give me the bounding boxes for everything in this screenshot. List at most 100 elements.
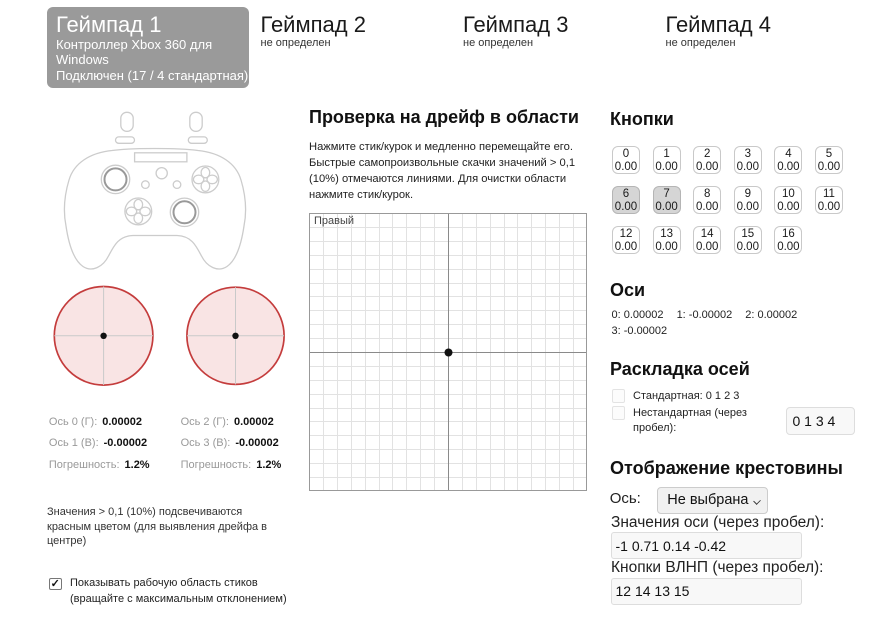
workarea-checkbox-row: ✓ Показывать рабочую область стиков (вра… [49, 575, 294, 607]
workarea-checkbox[interactable]: ✓ [49, 577, 62, 591]
button-index: 9 [744, 187, 751, 200]
left-stick-axis-values: Ось 0 (Г): 0.00002 Ось 1 (В): -0.00002 Пог… [49, 412, 150, 476]
button-value: 0.00 [655, 160, 678, 173]
dpad-axis-values-input[interactable] [610, 532, 802, 559]
workarea-checkbox-label[interactable]: Показывать рабочую область стиков (враща… [70, 577, 287, 605]
button-value: 0.00 [817, 160, 841, 173]
button-indicator-5: 5 0.00 [815, 145, 843, 174]
axis-value: 1: -0.00002 [676, 309, 733, 321]
tab-gamepad-2[interactable]: Геймпад 2 не определен [261, 12, 457, 50]
axis-row: Погрешность: 1.2% [48, 458, 150, 471]
button-indicator-12: 12 0.00 [612, 225, 640, 255]
axis-row: Ось 1 (В): -0.00002 [48, 437, 148, 450]
custom-layout-input[interactable] [785, 407, 855, 435]
custom-layout-checkbox[interactable] [611, 406, 625, 421]
standard-layout-checkbox[interactable] [611, 389, 625, 404]
chevron-down-icon [753, 496, 762, 505]
button-index: 13 [660, 227, 673, 240]
custom-layout-label[interactable]: Нестандартная (через пробел): [633, 406, 747, 435]
axis-value: 3: -0.00002 [611, 324, 668, 337]
axis-row: Ось 2 (Г): 0.00002 [180, 416, 274, 428]
axes-section-title: Оси [610, 280, 646, 300]
drift-section-title: Проверка на дрейф в области [309, 107, 579, 127]
red-highlight-note: Значения > 0,1 (10%) подсвечиваются крас… [47, 506, 268, 548]
button-indicator-11: 11 0.00 [815, 185, 843, 215]
button-indicator-9: 9 0.00 [733, 185, 762, 215]
button-value: 0.00 [614, 200, 638, 213]
axes-values: 0: 0.00002 1: -0.00002 2: 0.00002 3: -0.… [612, 308, 852, 339]
drift-plot: Правый [309, 213, 587, 491]
button-indicator-16: 16 0.00 [774, 225, 803, 255]
button-indicator-10: 10 0.00 [774, 185, 803, 215]
dpad-axis-label: Ось: [609, 490, 641, 507]
button-value: 0.00 [777, 200, 800, 213]
button-index: 5 [825, 147, 833, 160]
left-stick-range-icon [53, 285, 154, 386]
button-index: 11 [823, 187, 835, 200]
button-indicator-2: 2 0.00 [693, 145, 722, 174]
button-value: 0.00 [614, 240, 638, 253]
dpad-axis-values-label: Значения оси (через пробел): [611, 513, 825, 531]
gamepad-3-status: не определен [463, 37, 534, 49]
button-index: 10 [781, 187, 795, 200]
gamepad-4-status: не определен [665, 37, 736, 49]
drift-plot-point [444, 348, 453, 357]
button-value: 0.00 [736, 160, 759, 173]
button-index: 4 [785, 147, 792, 160]
buttons-section-title: Кнопки [610, 109, 674, 129]
button-index: 15 [741, 227, 755, 240]
gamepad-2-title: Геймпад 2 [260, 12, 366, 37]
right-stick-range-icon [186, 286, 285, 386]
dpad-axis-select[interactable]: Не выбрана [657, 486, 769, 514]
button-index: 0 [622, 147, 630, 160]
dpad-buttons-label: Кнопки ВЛНП (через пробел): [611, 559, 824, 576]
drift-section-description: Нажмите стик/курок и медленно перемещайт… [309, 141, 576, 201]
button-value: 0.00 [614, 160, 638, 173]
axis-value: 2: 0.00002 [745, 309, 798, 321]
button-value: 0.00 [817, 200, 841, 213]
button-index: 7 [663, 187, 670, 200]
gamepad-1-device: Контроллер Xbox 360 для Windows [56, 37, 213, 68]
button-index: 3 [744, 147, 751, 160]
drift-plot-grid [309, 213, 587, 491]
button-indicator-6: 6 0.00 [612, 185, 640, 215]
button-index: 16 [781, 227, 795, 240]
button-indicator-7: 7 0.00 [652, 185, 681, 215]
axes-layout-section-title: Раскладка осей [610, 359, 750, 379]
stick-range-circles [53, 285, 285, 386]
gamepad-3-title: Геймпад 3 [463, 12, 569, 37]
axis-row: Погрешность: 1.2% [180, 458, 282, 471]
button-value: 0.00 [777, 240, 800, 253]
button-value: 0.00 [695, 200, 719, 213]
dpad-buttons-input[interactable] [610, 577, 802, 605]
dpad-axis-select-value: Не выбрана [667, 491, 749, 508]
button-indicator-8: 8 0.00 [693, 185, 722, 215]
button-value: 0.00 [695, 160, 719, 173]
button-value: 0.00 [655, 200, 678, 213]
tab-gamepad-4[interactable]: Геймпад 4 не определен [666, 12, 862, 50]
button-value: 0.00 [695, 240, 719, 253]
tab-gamepad-1[interactable]: Геймпад 1 Контроллер Xbox 360 для Window… [47, 7, 249, 88]
button-index: 6 [622, 187, 630, 200]
button-indicator-15: 15 0.00 [733, 225, 762, 255]
button-value: 0.00 [736, 200, 759, 213]
button-indicator-3: 3 0.00 [733, 145, 762, 174]
gamepad-outline-icon [63, 111, 247, 270]
button-index: 2 [703, 147, 711, 160]
tab-gamepad-3[interactable]: Геймпад 3 не определен [463, 12, 659, 50]
gamepad-1-connection: Подключен (17 / 4 стандартная) [56, 67, 249, 83]
button-index: 1 [663, 147, 670, 160]
button-index: 8 [703, 187, 711, 200]
dpad-section-title: Отображение крестовины [610, 457, 843, 478]
standard-layout-label[interactable]: Стандартная: 0 1 2 3 [633, 390, 740, 402]
button-value: 0.00 [736, 240, 759, 253]
button-value: 0.00 [777, 160, 800, 173]
button-indicator-0: 0 0.00 [612, 145, 640, 174]
right-stick-axis-values: Ось 2 (Г): 0.00002 Ось 3 (В): -0.00002 Пог… [181, 412, 282, 476]
gamepad-2-status: не определен [260, 37, 331, 49]
button-indicator-4: 4 0.00 [774, 145, 803, 174]
button-value: 0.00 [655, 240, 678, 253]
button-index: 14 [700, 227, 714, 240]
button-index: 12 [619, 227, 633, 240]
axis-row: Ось 3 (В): -0.00002 [180, 437, 279, 450]
